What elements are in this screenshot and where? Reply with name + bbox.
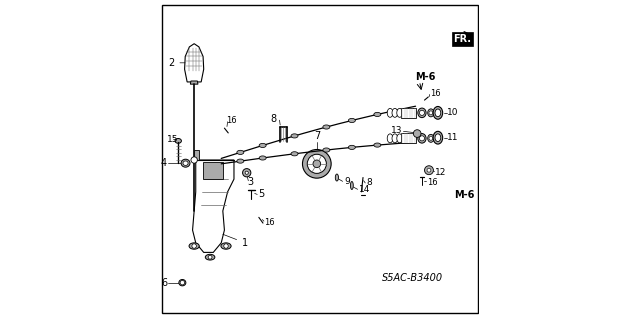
Circle shape	[429, 136, 433, 140]
Text: 15: 15	[167, 135, 179, 144]
Ellipse shape	[291, 152, 298, 156]
Polygon shape	[184, 44, 204, 82]
Text: 13: 13	[390, 126, 402, 135]
Circle shape	[243, 169, 251, 177]
Circle shape	[313, 160, 321, 168]
Ellipse shape	[205, 254, 215, 260]
Ellipse shape	[374, 112, 381, 116]
Circle shape	[307, 154, 326, 173]
Text: 8: 8	[271, 114, 277, 124]
Circle shape	[245, 171, 248, 174]
Polygon shape	[401, 108, 415, 118]
Ellipse shape	[433, 107, 443, 119]
Text: 6: 6	[161, 278, 167, 288]
Text: 7: 7	[314, 131, 320, 141]
Bar	[203, 162, 223, 179]
Ellipse shape	[189, 243, 199, 249]
Ellipse shape	[348, 145, 355, 149]
Text: 16: 16	[226, 116, 237, 125]
Text: 10: 10	[447, 108, 459, 117]
Text: 14: 14	[359, 185, 371, 194]
Ellipse shape	[428, 109, 434, 117]
Circle shape	[429, 111, 433, 115]
Ellipse shape	[374, 143, 381, 147]
Ellipse shape	[428, 134, 434, 142]
Ellipse shape	[397, 108, 403, 117]
Ellipse shape	[259, 156, 266, 160]
Ellipse shape	[323, 148, 330, 152]
Text: 3: 3	[247, 177, 253, 187]
Text: 16: 16	[427, 178, 437, 187]
Circle shape	[413, 130, 421, 137]
Ellipse shape	[397, 134, 403, 143]
Ellipse shape	[351, 181, 353, 189]
Ellipse shape	[433, 131, 443, 144]
Text: 1: 1	[223, 234, 248, 248]
FancyBboxPatch shape	[452, 32, 472, 46]
Ellipse shape	[237, 159, 244, 163]
Text: 11: 11	[447, 133, 459, 142]
Text: 16: 16	[430, 89, 440, 98]
Circle shape	[224, 244, 228, 248]
Ellipse shape	[179, 279, 186, 286]
Text: M-6: M-6	[415, 72, 436, 82]
Text: 4: 4	[161, 158, 167, 168]
Text: 16: 16	[264, 218, 275, 227]
Ellipse shape	[387, 108, 393, 117]
Ellipse shape	[348, 118, 355, 123]
Polygon shape	[193, 160, 234, 252]
Ellipse shape	[418, 108, 426, 118]
Ellipse shape	[181, 159, 190, 167]
Text: 8: 8	[366, 179, 372, 188]
Ellipse shape	[392, 134, 397, 143]
Text: M-6: M-6	[454, 190, 475, 200]
Ellipse shape	[175, 139, 181, 143]
Circle shape	[192, 244, 196, 248]
Circle shape	[191, 157, 197, 163]
Circle shape	[303, 149, 331, 178]
Polygon shape	[194, 150, 199, 160]
Text: S5AC-B3400: S5AC-B3400	[382, 273, 444, 283]
Ellipse shape	[237, 150, 244, 155]
Text: 12: 12	[435, 168, 447, 177]
Ellipse shape	[435, 134, 441, 141]
Polygon shape	[190, 81, 198, 84]
Circle shape	[427, 168, 431, 172]
Ellipse shape	[259, 143, 266, 148]
Circle shape	[424, 166, 433, 175]
Ellipse shape	[335, 174, 339, 181]
Ellipse shape	[435, 109, 441, 117]
Ellipse shape	[323, 125, 330, 129]
Circle shape	[419, 136, 424, 141]
Circle shape	[180, 280, 184, 285]
Text: 5: 5	[259, 189, 265, 199]
Text: 2: 2	[168, 58, 185, 68]
Text: 9: 9	[344, 177, 349, 186]
Ellipse shape	[291, 134, 298, 138]
Circle shape	[419, 110, 424, 116]
Circle shape	[208, 255, 212, 259]
Ellipse shape	[221, 243, 231, 249]
Text: FR.: FR.	[453, 34, 472, 44]
Ellipse shape	[392, 108, 397, 117]
Polygon shape	[401, 133, 415, 143]
Ellipse shape	[387, 134, 393, 143]
Ellipse shape	[183, 161, 188, 165]
Ellipse shape	[418, 133, 426, 143]
